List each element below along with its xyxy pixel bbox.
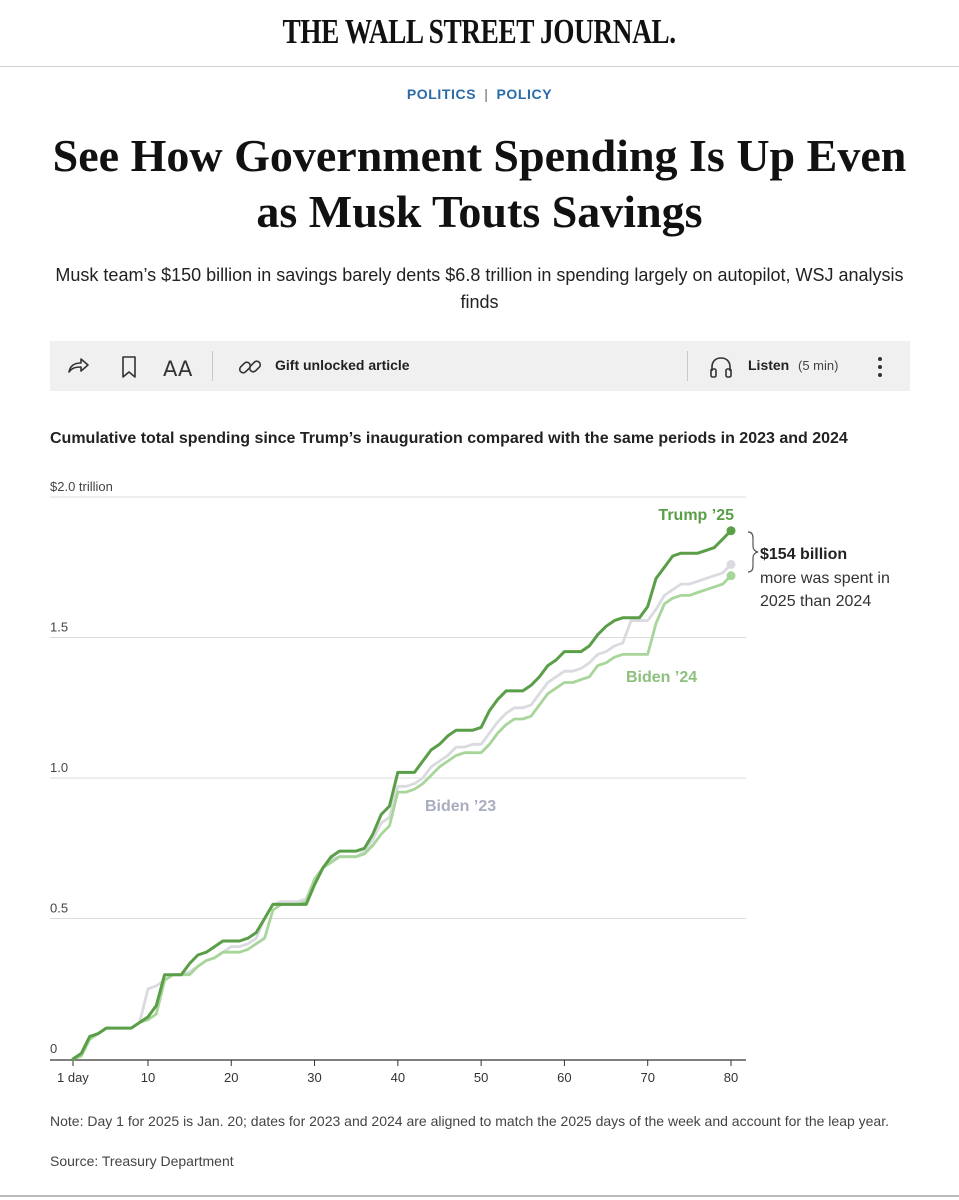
y-tick-label: 0.5	[50, 901, 68, 916]
series-line-0	[71, 563, 733, 1061]
annotation-amount: $154 billion	[760, 546, 847, 563]
series-end-marker-2	[726, 526, 736, 536]
x-tick-label: 1 day	[57, 1070, 89, 1085]
chart-title: Cumulative total spending since Trump’s …	[50, 430, 848, 447]
page-bottom-divider	[0, 1195, 959, 1197]
series-label-0: Biden ’23	[425, 798, 496, 815]
series-label-2: Trump ’25	[658, 507, 734, 524]
series-end-marker-0	[726, 559, 736, 569]
series-line-1	[71, 574, 733, 1061]
y-tick-label: 1.5	[50, 620, 68, 635]
x-tick-label: 20	[224, 1070, 238, 1085]
masthead: THE WALL STREET JOURNAL.	[0, 0, 959, 67]
x-tick-label: 30	[307, 1070, 321, 1085]
series-end-marker-1	[726, 571, 736, 581]
bookmark-icon[interactable]	[115, 353, 143, 381]
x-tick-label: 60	[557, 1070, 571, 1085]
x-tick-label: 40	[391, 1070, 405, 1085]
y-tick-label: 0	[50, 1041, 57, 1056]
more-vertical-icon[interactable]	[866, 353, 894, 381]
share-arrow-icon[interactable]	[64, 353, 92, 381]
spending-line-chart: 0 0.5 1.0 1.5 $2.0 trillion 1 day 10 20 30 40 50 60…	[50, 479, 890, 1085]
chart-note: Note: Day 1 for 2025 is Jan. 20; dates f…	[50, 1113, 890, 1129]
x-tick-label: 80	[724, 1070, 738, 1085]
listen-button[interactable]: Listen	[748, 357, 790, 373]
annotation-line-2: 2025 than 2024	[760, 593, 871, 610]
annotation-line-1: more was spent in	[760, 570, 890, 587]
series-line-2	[71, 529, 733, 1061]
section-link-politics[interactable]: POLITICS	[406, 86, 477, 102]
series-label-1: Biden ’24	[626, 669, 697, 686]
x-tick-label: 70	[640, 1070, 654, 1085]
wsj-logo[interactable]: THE WALL STREET JOURNAL.	[282, 12, 677, 51]
dek: Musk team’s $150 billion in savings bare…	[55, 265, 904, 312]
y-tick-label: 1.0	[50, 760, 68, 775]
y-tick-label: $2.0 trillion	[50, 479, 113, 494]
text-size-label: AA	[163, 357, 193, 381]
section-breadcrumb: POLITICS | POLICY	[0, 86, 959, 102]
link-icon[interactable]	[236, 353, 264, 381]
listen-duration: (5 min)	[798, 358, 839, 373]
x-tick-label: 50	[474, 1070, 488, 1085]
chart-source: Source: Treasury Department	[50, 1153, 234, 1169]
toolbar-divider	[212, 351, 213, 381]
gift-article-button[interactable]: Gift unlocked article	[275, 357, 410, 373]
toolbar-divider	[687, 351, 688, 381]
section-link-policy[interactable]: POLICY	[496, 86, 553, 102]
article-toolbar: AA Gift unlocked article Listen (5 min)	[50, 341, 910, 391]
headline: See How Government Spending Is Up Even a…	[52, 130, 907, 237]
headphones-icon[interactable]	[707, 353, 735, 381]
annotation-brace	[747, 531, 759, 573]
section-separator: |	[484, 86, 489, 102]
x-tick-label: 10	[141, 1070, 155, 1085]
text-size-button[interactable]: AA	[162, 353, 196, 381]
